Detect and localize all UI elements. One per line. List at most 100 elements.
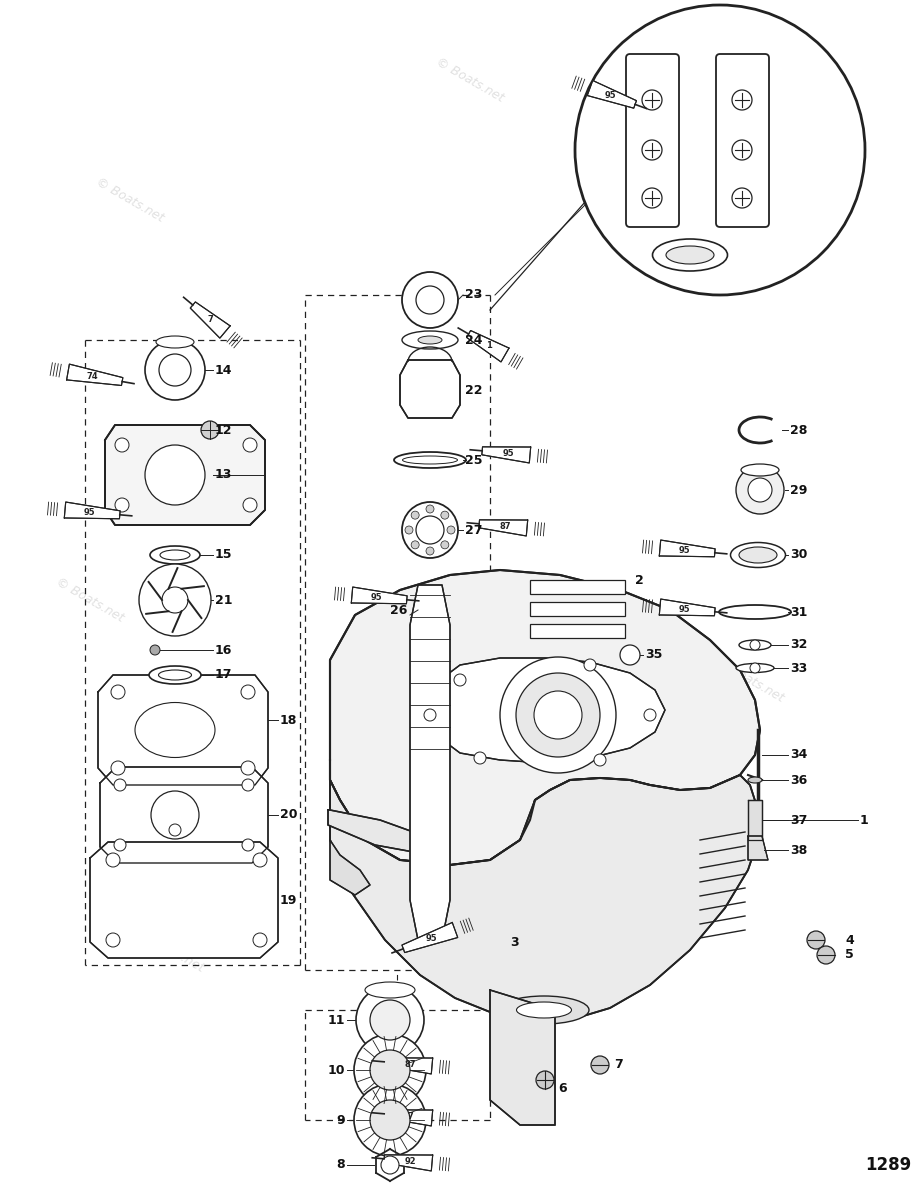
Text: 1: 1 bbox=[485, 341, 492, 350]
Text: 4: 4 bbox=[845, 934, 854, 947]
Circle shape bbox=[169, 824, 181, 836]
Text: 7: 7 bbox=[208, 316, 213, 324]
Circle shape bbox=[642, 140, 662, 160]
Ellipse shape bbox=[394, 452, 466, 468]
Circle shape bbox=[426, 505, 434, 514]
Polygon shape bbox=[660, 599, 715, 616]
Polygon shape bbox=[482, 446, 530, 463]
Circle shape bbox=[516, 673, 600, 757]
Text: 20: 20 bbox=[280, 809, 298, 822]
Polygon shape bbox=[490, 990, 555, 1126]
Polygon shape bbox=[330, 760, 758, 1020]
Text: 25: 25 bbox=[465, 454, 483, 467]
Circle shape bbox=[243, 498, 257, 512]
Circle shape bbox=[411, 541, 420, 548]
Circle shape bbox=[241, 761, 255, 775]
Text: 95: 95 bbox=[84, 508, 95, 517]
Circle shape bbox=[354, 1034, 426, 1106]
Circle shape bbox=[106, 934, 120, 947]
Ellipse shape bbox=[736, 664, 774, 672]
Circle shape bbox=[424, 709, 436, 721]
Circle shape bbox=[370, 1000, 410, 1040]
Circle shape bbox=[447, 526, 455, 534]
Circle shape bbox=[416, 286, 444, 314]
Circle shape bbox=[748, 478, 772, 502]
Circle shape bbox=[620, 646, 640, 665]
Text: 38: 38 bbox=[790, 844, 807, 857]
Circle shape bbox=[736, 466, 784, 514]
Circle shape bbox=[106, 853, 120, 866]
Circle shape bbox=[162, 587, 188, 613]
Ellipse shape bbox=[748, 778, 762, 782]
Text: 8: 8 bbox=[336, 1158, 345, 1171]
Text: © Boats.net: © Boats.net bbox=[93, 175, 167, 224]
Text: 30: 30 bbox=[790, 548, 807, 562]
Text: 92: 92 bbox=[405, 1157, 416, 1165]
Text: 87: 87 bbox=[500, 522, 511, 530]
Text: 95: 95 bbox=[605, 91, 616, 100]
Circle shape bbox=[370, 1100, 410, 1140]
Circle shape bbox=[732, 188, 752, 208]
Circle shape bbox=[750, 640, 760, 650]
Ellipse shape bbox=[156, 336, 194, 348]
Ellipse shape bbox=[149, 666, 201, 684]
Circle shape bbox=[750, 662, 760, 673]
Text: 31: 31 bbox=[790, 606, 807, 618]
Text: © Boats.net: © Boats.net bbox=[434, 55, 507, 104]
Circle shape bbox=[145, 340, 205, 400]
Ellipse shape bbox=[517, 1002, 572, 1018]
Text: 37: 37 bbox=[790, 814, 807, 827]
Text: 33: 33 bbox=[790, 661, 807, 674]
Circle shape bbox=[584, 659, 596, 671]
Text: 23: 23 bbox=[465, 288, 483, 301]
Text: 26: 26 bbox=[390, 604, 408, 617]
Text: 12: 12 bbox=[215, 424, 233, 437]
Text: 1: 1 bbox=[860, 814, 868, 827]
Polygon shape bbox=[330, 570, 760, 865]
Text: 14: 14 bbox=[215, 364, 233, 377]
Text: 9: 9 bbox=[336, 1114, 345, 1127]
Ellipse shape bbox=[730, 542, 786, 568]
Circle shape bbox=[807, 931, 825, 949]
Polygon shape bbox=[748, 836, 768, 860]
Circle shape bbox=[151, 791, 199, 839]
Ellipse shape bbox=[158, 670, 191, 680]
Ellipse shape bbox=[402, 331, 458, 349]
Circle shape bbox=[817, 946, 835, 964]
Circle shape bbox=[732, 140, 752, 160]
Circle shape bbox=[405, 526, 413, 534]
Circle shape bbox=[732, 90, 752, 110]
Polygon shape bbox=[328, 810, 440, 854]
Text: 28: 28 bbox=[790, 424, 807, 437]
Ellipse shape bbox=[402, 456, 457, 464]
Ellipse shape bbox=[739, 640, 771, 650]
Text: 11: 11 bbox=[328, 1014, 345, 1026]
Circle shape bbox=[201, 421, 219, 439]
Text: 18: 18 bbox=[280, 714, 298, 726]
Circle shape bbox=[644, 709, 656, 721]
Circle shape bbox=[111, 685, 125, 698]
Circle shape bbox=[145, 445, 205, 505]
Circle shape bbox=[416, 516, 444, 544]
Circle shape bbox=[534, 691, 582, 739]
Circle shape bbox=[474, 752, 486, 764]
Text: © Boats.net: © Boats.net bbox=[714, 655, 786, 704]
Ellipse shape bbox=[666, 246, 714, 264]
Polygon shape bbox=[105, 425, 265, 526]
Text: 17: 17 bbox=[215, 668, 233, 682]
Ellipse shape bbox=[499, 996, 589, 1024]
Text: 95: 95 bbox=[371, 593, 383, 601]
Text: 36: 36 bbox=[790, 774, 807, 786]
Text: 13: 13 bbox=[215, 468, 233, 481]
Polygon shape bbox=[191, 302, 230, 338]
Polygon shape bbox=[660, 540, 715, 557]
Ellipse shape bbox=[160, 550, 190, 560]
Polygon shape bbox=[748, 800, 762, 840]
FancyBboxPatch shape bbox=[716, 54, 769, 227]
Text: © Boats.net: © Boats.net bbox=[134, 925, 206, 974]
Polygon shape bbox=[400, 360, 460, 418]
Polygon shape bbox=[90, 842, 278, 958]
Circle shape bbox=[594, 754, 606, 766]
Ellipse shape bbox=[739, 547, 777, 563]
Text: 95: 95 bbox=[679, 605, 691, 613]
